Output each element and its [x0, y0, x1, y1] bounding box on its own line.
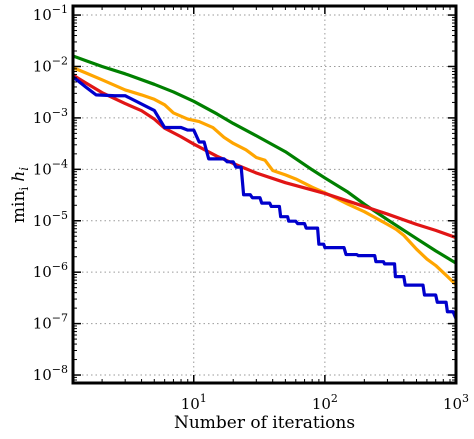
y-tick-label-2: 10−6 [33, 260, 68, 281]
x-tick-label-exp-2: 3 [462, 392, 469, 405]
x-tick-label-0: 101 [181, 392, 207, 413]
y-tick-label-0: 10−8 [33, 363, 68, 384]
y-axis-label-var: h [9, 171, 29, 182]
y-tick-label-5: 10−3 [33, 106, 68, 127]
y-tick-label-1: 10−7 [33, 312, 68, 333]
x-tick-labels: 101 102 103 [181, 392, 469, 413]
x-tick-label-exp-0: 1 [200, 392, 207, 405]
y-axis-label-var-sub: i [17, 167, 31, 171]
y-tick-label-base-4: 10 [33, 160, 52, 178]
plot-frame [71, 4, 458, 385]
y-tick-label-exp-2: −6 [52, 260, 68, 273]
tick-marks [73, 6, 457, 383]
y-axis-label-prefix: min [9, 191, 29, 224]
y-tick-label-base-5: 10 [33, 109, 52, 127]
x-tick-label-2: 103 [443, 392, 469, 413]
series-group [73, 54, 456, 320]
x-tick-label-base-0: 10 [181, 395, 200, 413]
y-tick-label-exp-6: −2 [52, 54, 68, 67]
y-tick-label-base-1: 10 [33, 315, 52, 333]
series-line-3 [73, 75, 456, 320]
y-tick-label-exp-0: −8 [52, 363, 68, 376]
x-axis-label: Number of iterations [174, 413, 355, 433]
grid [73, 6, 456, 383]
y-tick-label-exp-5: −3 [52, 106, 68, 119]
x-tick-label-base-2: 10 [443, 395, 462, 413]
y-tick-label-6: 10−2 [33, 54, 68, 75]
y-tick-label-exp-3: −5 [52, 209, 68, 222]
y-tick-label-base-0: 10 [33, 366, 52, 384]
y-tick-label-base-6: 10 [33, 57, 52, 75]
series-line-0 [73, 54, 456, 265]
y-tick-label-3: 10−5 [33, 209, 68, 230]
series-line-2 [73, 73, 456, 240]
y-tick-label-exp-4: −4 [52, 157, 68, 170]
y-tick-label-base-3: 10 [33, 212, 52, 230]
y-tick-labels: 10−810−710−610−510−410−310−210−1 [33, 3, 68, 384]
x-tick-label-base-1: 10 [312, 395, 331, 413]
y-tick-label-7: 10−1 [33, 3, 68, 24]
x-tick-label-exp-1: 2 [331, 392, 338, 405]
y-tick-label-4: 10−4 [33, 157, 68, 178]
y-axis-label-prefix-sub: i [17, 187, 31, 191]
y-tick-label-exp-7: −1 [52, 3, 68, 16]
y-axis-label: minihi [9, 167, 31, 223]
y-tick-label-exp-1: −7 [52, 312, 68, 325]
x-tick-label-1: 102 [312, 392, 338, 413]
series-line-1 [73, 66, 456, 286]
y-tick-label-base-7: 10 [33, 6, 52, 24]
y-tick-label-base-2: 10 [33, 263, 52, 281]
